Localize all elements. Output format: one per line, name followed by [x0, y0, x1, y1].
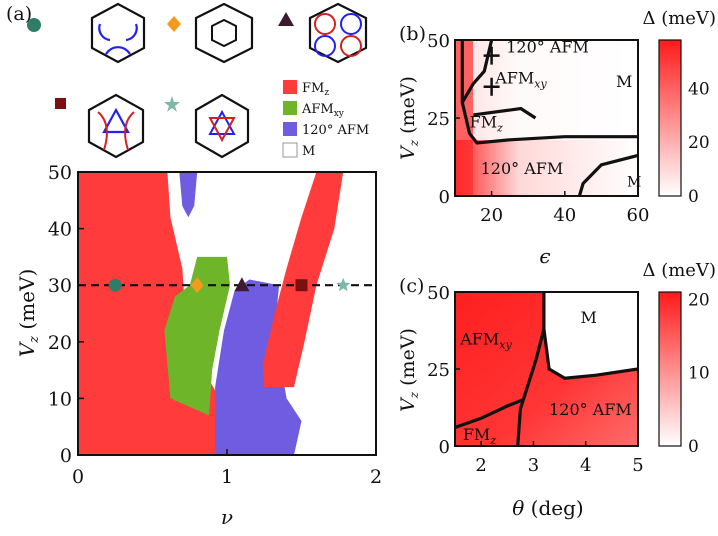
panel-b-colorbar-tick: 40	[688, 79, 710, 99]
inset-hexagon-5	[194, 93, 250, 159]
panel-c-annotation: AFMxy	[459, 329, 512, 351]
panel-c-boundary	[542, 328, 638, 380]
panel-b-colorbar-tick: 20	[688, 133, 710, 153]
legend-label: M	[302, 144, 315, 159]
panel-b-cross-marker	[483, 77, 500, 96]
panel-b-annotation: AFMxy	[494, 69, 547, 91]
panel-b-annotation: M	[627, 175, 641, 191]
panel-c-boundary	[455, 398, 524, 430]
panel-c-annotation: 120° AFM	[549, 400, 632, 419]
region-120-afm-3	[179, 172, 198, 218]
panel-b-label: (b)	[399, 23, 426, 45]
panel-c-colorbar-tick: 0	[688, 437, 699, 457]
panel-c-ytick-label: 25	[427, 360, 450, 381]
panel-b-xlabel: ϵ	[539, 244, 550, 268]
panel-b-xtick-label: 40	[553, 205, 576, 226]
panel-a-label: (a)	[6, 3, 32, 25]
panel-c-annotation: FMz	[463, 425, 496, 447]
panel-a-ytick-label: 20	[48, 332, 72, 354]
panel-b-annotation: 120° AFM	[481, 159, 564, 178]
panel-b-ylabel: Vz (meV)	[397, 76, 421, 160]
panel-c-xtick-label: 4	[580, 455, 591, 476]
panel-b-colorbar-tick: 0	[688, 187, 699, 207]
panel-a-xtick-label: 2	[370, 466, 382, 488]
legend-label: AFMxy	[301, 102, 345, 119]
panel-a-xlabel: ν	[221, 505, 233, 529]
panel-b-fm-strip	[455, 40, 473, 196]
panel-b-xtick-label: 20	[480, 205, 503, 226]
panel-b-cross-marker	[483, 46, 500, 65]
legend-label: 120° AFM	[302, 123, 369, 138]
panel-c-xlabel: θ (deg)	[512, 496, 583, 520]
panel-c-colorbar-label: Δ (meV)	[643, 260, 717, 281]
inset-hexagon-3	[308, 2, 368, 64]
panel-c-boundary	[516, 292, 546, 446]
marker-diamond	[190, 277, 204, 294]
panel-c-ylabel: Vz (meV)	[397, 328, 421, 412]
inset-circle-marker	[27, 18, 41, 32]
panel-b-annotation: 120° AFM	[506, 37, 589, 56]
panel-c-xtick-label: 3	[528, 455, 539, 476]
panel-b-annotation: FMz	[470, 112, 503, 134]
panel-b-boundary	[473, 106, 537, 120]
panel-b-boundary	[577, 153, 638, 196]
panel-a-xtick-label: 1	[221, 466, 233, 488]
panel-b-ytick-label: 50	[427, 31, 450, 52]
legend-swatch	[282, 142, 298, 158]
panel-b-colorbar	[658, 39, 682, 197]
panel-c-metal-region	[543, 292, 638, 379]
panel-c-colorbar-tick: 20	[688, 290, 710, 310]
marker-triangle	[234, 277, 250, 292]
panel-c-ytick-label: 0	[439, 437, 450, 458]
legend-swatch	[283, 101, 297, 115]
panel-c-label: (c)	[399, 275, 424, 297]
legend-swatch	[283, 80, 297, 94]
region-afm-xy-1	[164, 256, 230, 416]
panel-c-ytick-label: 50	[427, 283, 450, 304]
panel-b-ytick-label: 25	[427, 109, 450, 130]
panel-b: 20 40 60 0 25 50 120° AFM AFMxy M FMz 120° AFM M ϵ…	[397, 8, 716, 268]
panel-a-ytick-label: 50	[48, 162, 72, 184]
marker-star	[336, 277, 351, 292]
panel-b-xtick-label: 60	[627, 205, 650, 226]
panel-b-annotation: M	[616, 72, 632, 91]
legend-swatch	[283, 122, 297, 136]
panel-c-xtick-label: 2	[475, 455, 486, 476]
inset-square-marker	[55, 98, 66, 109]
panel-a-ylabel: Vz (meV)	[15, 269, 42, 358]
panel-a-ytick-label: 40	[48, 219, 72, 241]
inset-hexagon-4	[87, 93, 145, 159]
marker-circle	[108, 278, 122, 292]
panel-c-annotation: M	[580, 308, 596, 327]
panel-a-legend: FMz AFMxy 120° AFM M	[282, 80, 369, 159]
panel-c-xtick-label: 5	[632, 455, 643, 476]
panel-c-colorbar	[658, 291, 682, 447]
panel-b-ytick-label: 0	[439, 187, 450, 208]
inset-hexagon-2	[194, 2, 254, 64]
panel-a-xtick-label: 0	[72, 466, 84, 488]
legend-label: FMz	[302, 81, 329, 98]
region-120-afm-2	[215, 279, 302, 455]
panel-a-ytick-label: 0	[60, 445, 72, 467]
inset-star-marker	[164, 96, 180, 112]
fermi-surface-insets	[27, 2, 368, 159]
inset-triangle-marker	[278, 12, 294, 26]
panel-a-ytick-label: 30	[48, 275, 72, 297]
panel-a-ytick-label: 10	[48, 388, 72, 410]
inset-diamond-marker	[167, 16, 181, 32]
panel-c-colorbar-tick: 10	[688, 364, 710, 384]
panel-b-colorbar-label: Δ (meV)	[643, 8, 717, 29]
inset-hexagon-1	[90, 2, 146, 64]
marker-square	[295, 279, 308, 292]
